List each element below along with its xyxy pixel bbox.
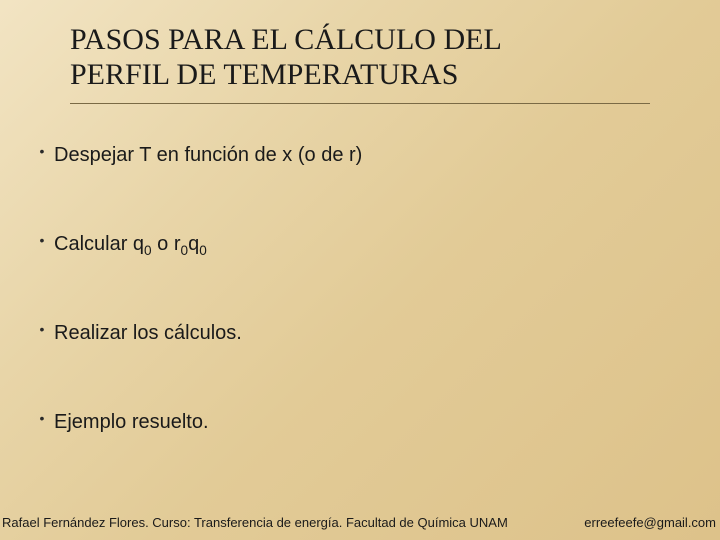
bullet-dot-icon: • [30, 231, 54, 251]
list-item: •Realizar los cálculos. [30, 320, 690, 347]
bullet-dot-icon: • [30, 320, 54, 340]
slide-title: PASOS PARA EL CÁLCULO DEL PERFIL DE TEMP… [0, 0, 720, 99]
list-item: •Despejar T en función de x (o de r) [30, 142, 690, 169]
bullet-dot-icon: • [30, 142, 54, 162]
bullet-text: Despejar T en función de x (o de r) [54, 142, 690, 169]
list-item: •Calcular q0 o r0q0 [30, 231, 690, 258]
bullet-list: •Despejar T en función de x (o de r)•Cal… [30, 142, 690, 436]
footer-right: erreefeefe@gmail.com [584, 515, 716, 530]
title-line-2: PERFIL DE TEMPERATURAS [70, 58, 458, 91]
bullet-text: Realizar los cálculos. [54, 320, 690, 347]
slide: PASOS PARA EL CÁLCULO DEL PERFIL DE TEMP… [0, 0, 720, 540]
title-line-1: PASOS PARA EL CÁLCULO DEL [70, 23, 502, 56]
bullet-text: Calcular q0 o r0q0 [54, 231, 690, 258]
content-area: •Despejar T en función de x (o de r)•Cal… [0, 104, 720, 436]
list-item: •Ejemplo resuelto. [30, 409, 690, 436]
footer-left: Rafael Fernández Flores. Curso: Transfer… [2, 515, 508, 530]
footer: Rafael Fernández Flores. Curso: Transfer… [0, 515, 720, 530]
bullet-dot-icon: • [30, 409, 54, 429]
bullet-text: Ejemplo resuelto. [54, 409, 690, 436]
